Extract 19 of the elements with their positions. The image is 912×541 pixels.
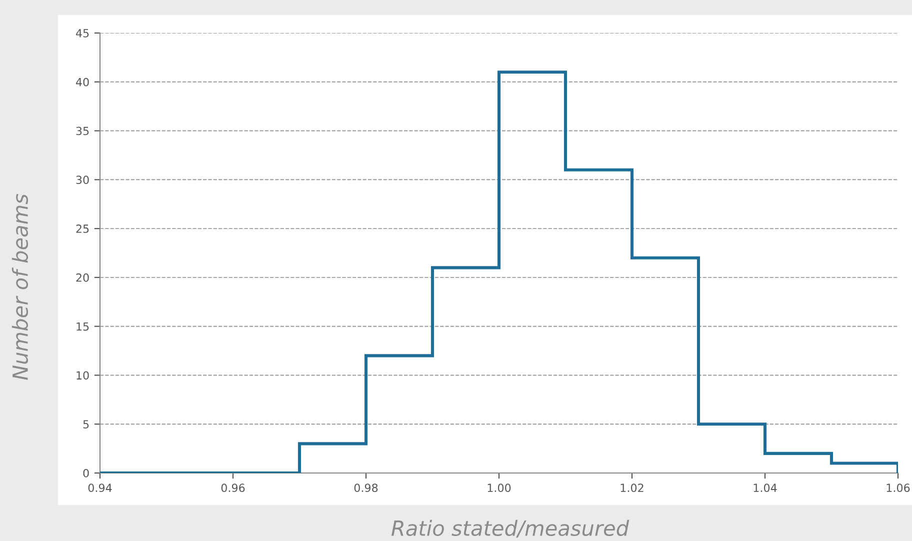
y-tick-label: 40	[76, 78, 89, 86]
y-tick-label: 35	[76, 126, 89, 136]
y-tick-label: 10	[76, 371, 89, 380]
x-tick-label: 1.02	[620, 484, 644, 492]
x-axis-title: Ratio stated/measured	[391, 520, 630, 538]
y-tick-label: 45	[76, 29, 89, 38]
x-tick-label: 1.06	[886, 484, 910, 492]
x-tick-label: 0.94	[88, 484, 112, 492]
y-tick-label: 30	[76, 176, 89, 184]
x-tick-label: 0.98	[354, 484, 378, 492]
y-tick-label: 20	[76, 273, 89, 282]
x-tick-label: 1.04	[754, 484, 777, 492]
y-tick-label: 5	[83, 420, 89, 428]
y-tick-label: 25	[76, 224, 89, 233]
y-tick-label: 15	[76, 322, 89, 331]
x-tick-label: 0.96	[221, 484, 245, 492]
y-axis-title: Number of beams	[12, 194, 28, 380]
y-tick-label: 0	[83, 468, 89, 478]
x-tick-label: 1.00	[488, 484, 511, 492]
